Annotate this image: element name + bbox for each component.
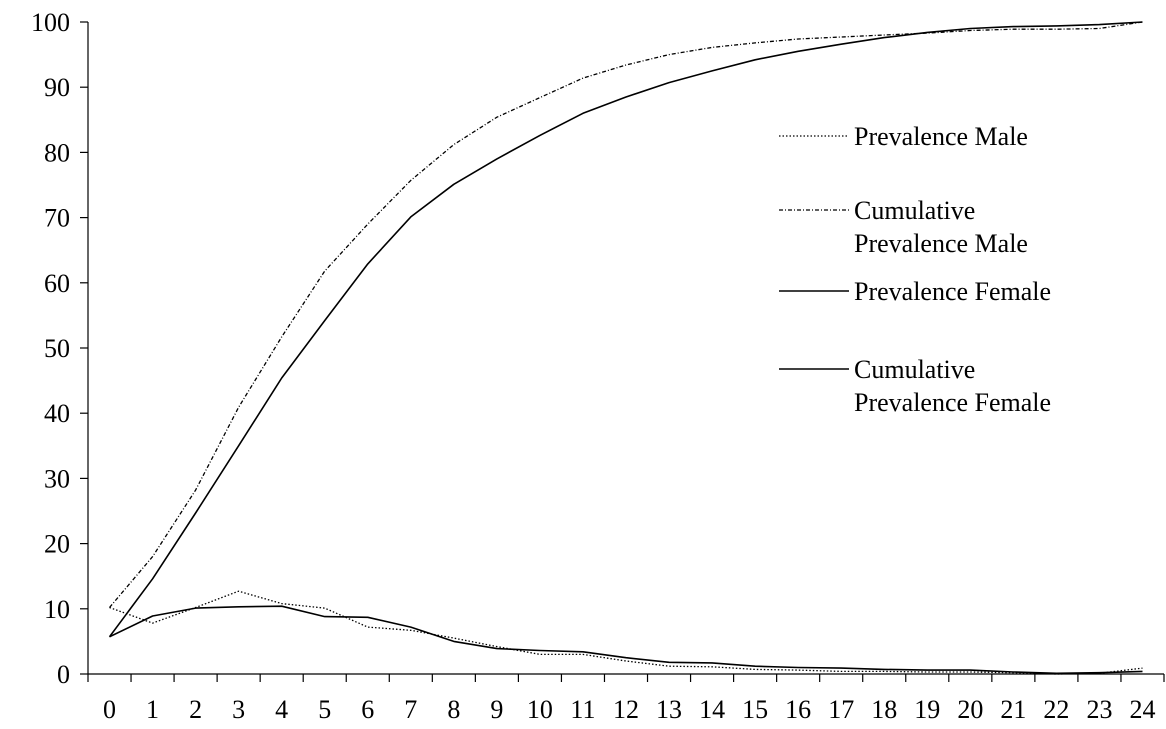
x-tick-label: 23 xyxy=(1086,695,1112,724)
x-tick-label: 9 xyxy=(490,695,503,724)
x-tick-label: 0 xyxy=(103,695,116,724)
x-tick-label: 4 xyxy=(275,695,288,724)
series-line-cumulative-prevalence-male xyxy=(109,21,1143,608)
x-tick-label: 17 xyxy=(828,695,854,724)
y-tick-label: 80 xyxy=(44,138,70,167)
x-tick-label: 8 xyxy=(447,695,460,724)
y-axis: 0 10 20 30 40 50 60 70 80 90 100 xyxy=(31,8,89,689)
series-line-prevalence-female xyxy=(109,605,1143,675)
legend-label: Prevalence Female xyxy=(854,277,1051,306)
x-tick-label: 16 xyxy=(785,695,811,724)
y-tick-label: 30 xyxy=(44,464,70,493)
x-tick-label: 5 xyxy=(318,695,331,724)
x-tick-label: 6 xyxy=(361,695,374,724)
x-tick-label: 11 xyxy=(570,695,595,724)
legend-label: Prevalence Male xyxy=(854,229,1028,258)
x-tick-label: 14 xyxy=(699,695,725,724)
y-tick-label: 0 xyxy=(57,660,70,689)
y-tick-label: 50 xyxy=(44,334,70,363)
x-tick-label: 3 xyxy=(232,695,245,724)
x-tick-label: 15 xyxy=(742,695,768,724)
legend-label: Cumulative xyxy=(854,355,975,384)
series-line-cumulative-prevalence-female xyxy=(108,21,1143,638)
y-tick-label: 70 xyxy=(44,204,70,233)
y-tick-label: 60 xyxy=(44,269,70,298)
legend: Prevalence Male Cumulative Prevalence Male… xyxy=(779,122,1051,417)
series-line-prevalence-male xyxy=(109,590,1143,675)
legend-label: Prevalence Male xyxy=(854,122,1028,151)
y-tick-label: 20 xyxy=(44,530,70,559)
x-tick-label: 12 xyxy=(613,695,639,724)
x-tick-label: 10 xyxy=(527,695,553,724)
x-axis: 0 1 2 3 4 5 6 7 8 9 10 11 12 13 14 15 16 17 18 19 20 21 22 23 24 xyxy=(87,673,1165,724)
x-tick-label: 22 xyxy=(1043,695,1069,724)
x-tick-label: 13 xyxy=(656,695,682,724)
y-tick-label: 10 xyxy=(44,595,70,624)
x-tick-label: 2 xyxy=(189,695,202,724)
x-tick-label: 1 xyxy=(146,695,159,724)
x-tick-label: 21 xyxy=(1000,695,1026,724)
x-tick-label: 24 xyxy=(1129,695,1155,724)
x-tick-label: 7 xyxy=(404,695,417,724)
y-tick-label: 90 xyxy=(44,73,70,102)
legend-label: Prevalence Female xyxy=(854,388,1051,417)
y-tick-label: 40 xyxy=(44,399,70,428)
x-tick-label: 18 xyxy=(871,695,897,724)
series-layer xyxy=(108,21,1143,675)
x-tick-label: 20 xyxy=(957,695,983,724)
y-tick-label: 100 xyxy=(31,8,70,37)
x-tick-label: 19 xyxy=(914,695,940,724)
legend-label: Cumulative xyxy=(854,196,975,225)
